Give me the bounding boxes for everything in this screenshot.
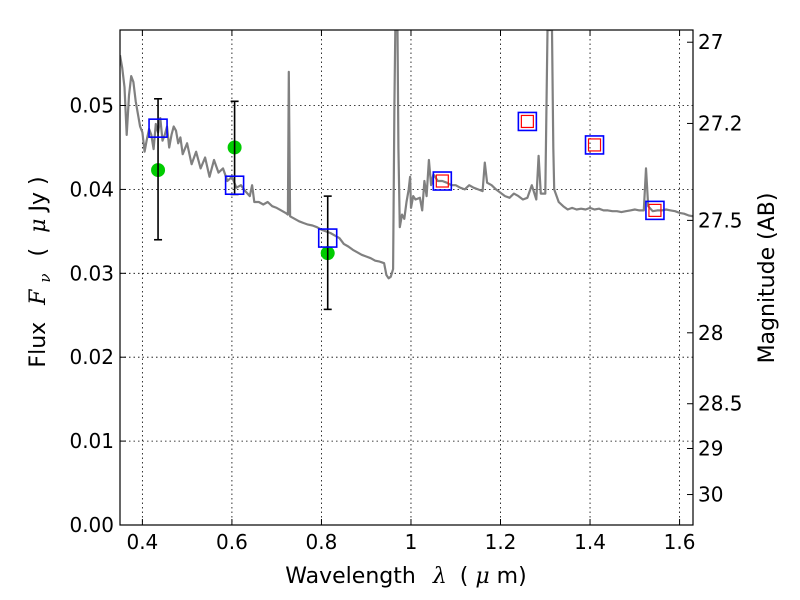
y-axis-left-title: Flux F ν ( μ Jy ) xyxy=(26,176,56,367)
y-tick-label-right: 28.5 xyxy=(698,392,743,416)
plot-frame xyxy=(119,29,694,526)
model-point xyxy=(317,228,338,248)
y-axis-left-unit-open: ( xyxy=(26,248,51,257)
y-tick-label-left: 0.02 xyxy=(69,345,114,369)
x-axis-unit-open: ( xyxy=(460,564,469,589)
x-axis-unit-rest: m) xyxy=(497,564,527,589)
x-tick-label: 1.4 xyxy=(574,530,606,554)
grid xyxy=(120,30,693,526)
x-tick-label: 0.4 xyxy=(126,530,158,554)
model-point xyxy=(148,118,168,138)
x-axis-title: Wavelength λ ( μ m) xyxy=(285,564,526,589)
model-point xyxy=(517,111,538,132)
model-point-inner xyxy=(435,174,449,188)
x-axis-symbol: λ xyxy=(432,564,447,589)
x-tick-label: 1.2 xyxy=(485,530,517,554)
model-point xyxy=(645,200,665,221)
y-tick-label-left: 0.04 xyxy=(69,177,114,201)
model-point xyxy=(224,175,245,196)
y-tick-label-right: 30 xyxy=(698,483,723,507)
y-axis-left-symbol: F xyxy=(26,289,51,306)
x-tick-label: 0.6 xyxy=(216,530,248,554)
model-point-inner xyxy=(587,138,602,152)
y-tick-label-right: 27 xyxy=(698,30,723,54)
y-axis-left-unit-mu: μ xyxy=(26,219,51,233)
y-tick-label-right: 29 xyxy=(698,436,723,460)
x-tick-label: 0.8 xyxy=(306,530,338,554)
y-tick-label-right: 28 xyxy=(698,321,723,345)
y-axis-left-subscript: ν xyxy=(36,273,54,282)
x-tick-label: 1.6 xyxy=(664,530,696,554)
y-tick-label-right: 27.2 xyxy=(698,111,743,135)
y-axis-left-unit-rest: Jy ) xyxy=(26,176,51,213)
ticks: 0.4 0.6 0.8 1 1.2 1.4 1.6 0.00 0.01 0.02 0.03 0.04 0… xyxy=(69,30,743,554)
sed-line xyxy=(120,30,693,280)
model-point xyxy=(584,135,605,155)
x-axis-unit-mu: μ xyxy=(475,564,489,589)
y-tick-label-left: 0.01 xyxy=(69,429,114,453)
y-tick-label-left: 0.03 xyxy=(69,261,114,285)
model-point-inner xyxy=(648,203,662,217)
y-tick-label-left: 0.00 xyxy=(69,513,114,537)
y-tick-label-left: 0.05 xyxy=(69,94,114,118)
model-point-inner xyxy=(520,114,534,129)
model-point xyxy=(432,171,453,191)
x-tick-label: 1 xyxy=(405,530,418,554)
y-tick-label-right: 27.5 xyxy=(698,208,743,232)
y-axis-right-title: Magnitude (AB) xyxy=(755,193,780,364)
y-axis-left-word: Flux xyxy=(26,322,51,368)
plot-data xyxy=(120,30,693,311)
x-axis-label: Wavelength xyxy=(285,564,416,589)
